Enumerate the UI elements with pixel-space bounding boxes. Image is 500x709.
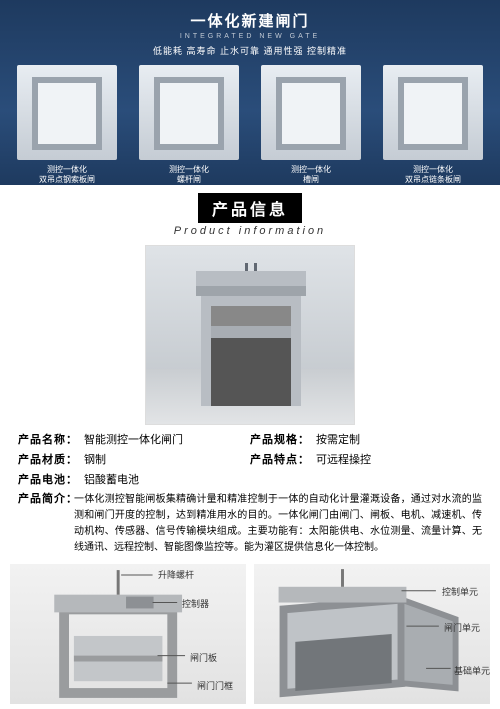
gate-image [383,65,483,160]
diagram-left: 升降螺杆 控制器 闸门板 闸门门框 [10,564,246,704]
gate-card: 测控一体化双吊点钢索板闸 [12,65,122,186]
spec-label-battery: 产品电池： [18,471,78,491]
diagram-row: 升降螺杆 控制器 闸门板 闸门门框 控制单元 闸门单元 基础单元 [0,556,500,704]
gate-image [17,65,117,160]
banner-subtitle: INTEGRATED NEW GATE [0,33,500,40]
diagram-right: 控制单元 闸门单元 基础单元 [254,564,490,704]
spec-label-spec: 产品规格： [250,431,310,451]
label-rod: 升降螺杆 [158,568,194,581]
label-r-conn: 基础单元 [454,664,490,677]
banner-title: 一体化新建闸门 [0,0,500,31]
spec-value-name: 智能测控一体化闸门 [84,431,183,451]
gate-card: 测控一体化螺杆闸 [134,65,244,186]
section-heading: 产品信息 Product information [0,193,500,237]
label-frame: 闸门门框 [197,679,233,692]
banner: 一体化新建闸门 INTEGRATED NEW GATE 低能耗 高寿命 止水可靠… [0,0,500,185]
gate-card: 测控一体化槽闸 [256,65,366,186]
gate-image [139,65,239,160]
spec-label-feat: 产品特点： [250,451,310,471]
spec-block: 产品名称： 智能测控一体化闸门 产品规格： 按需定制 产品材质： 钢制 产品特点… [0,431,500,556]
gate-caption: 测控一体化螺杆闸 [134,165,244,186]
label-ctrl: 控制器 [182,597,209,610]
spec-value-spec: 按需定制 [316,431,360,451]
spec-label-material: 产品材质： [18,451,78,471]
spec-value-material: 钢制 [84,451,106,471]
spec-value-desc: 一体化测控智能闸板集精确计量和精准控制于一体的自动化计量灌溉设备，通过对水流的监… [18,492,482,556]
label-gate: 闸门板 [190,651,217,664]
spec-value-battery: 铝酸蓄电池 [84,471,139,491]
gate-caption: 测控一体化双吊点钢索板闸 [12,165,122,186]
label-r-ctrl: 控制单元 [442,585,478,598]
product-image [145,245,355,425]
gate-image [261,65,361,160]
gate-card: 测控一体化双吊点链条板闸 [378,65,488,186]
gate-row: 测控一体化双吊点钢索板闸 测控一体化螺杆闸 测控一体化槽闸 测控一体化双吊点链条… [0,57,500,186]
heading-en: Product information [0,225,500,237]
banner-tags: 低能耗 高寿命 止水可靠 通用性强 控制精准 [0,44,500,57]
heading-zh: 产品信息 [198,193,302,223]
gate-caption: 测控一体化双吊点链条板闸 [378,165,488,186]
gate-caption: 测控一体化槽闸 [256,165,366,186]
spec-label-desc: 产品简介： [18,493,78,505]
label-r-gate: 闸门单元 [444,621,480,634]
spec-value-feat: 可远程操控 [316,451,371,471]
spec-label-name: 产品名称： [18,431,78,451]
